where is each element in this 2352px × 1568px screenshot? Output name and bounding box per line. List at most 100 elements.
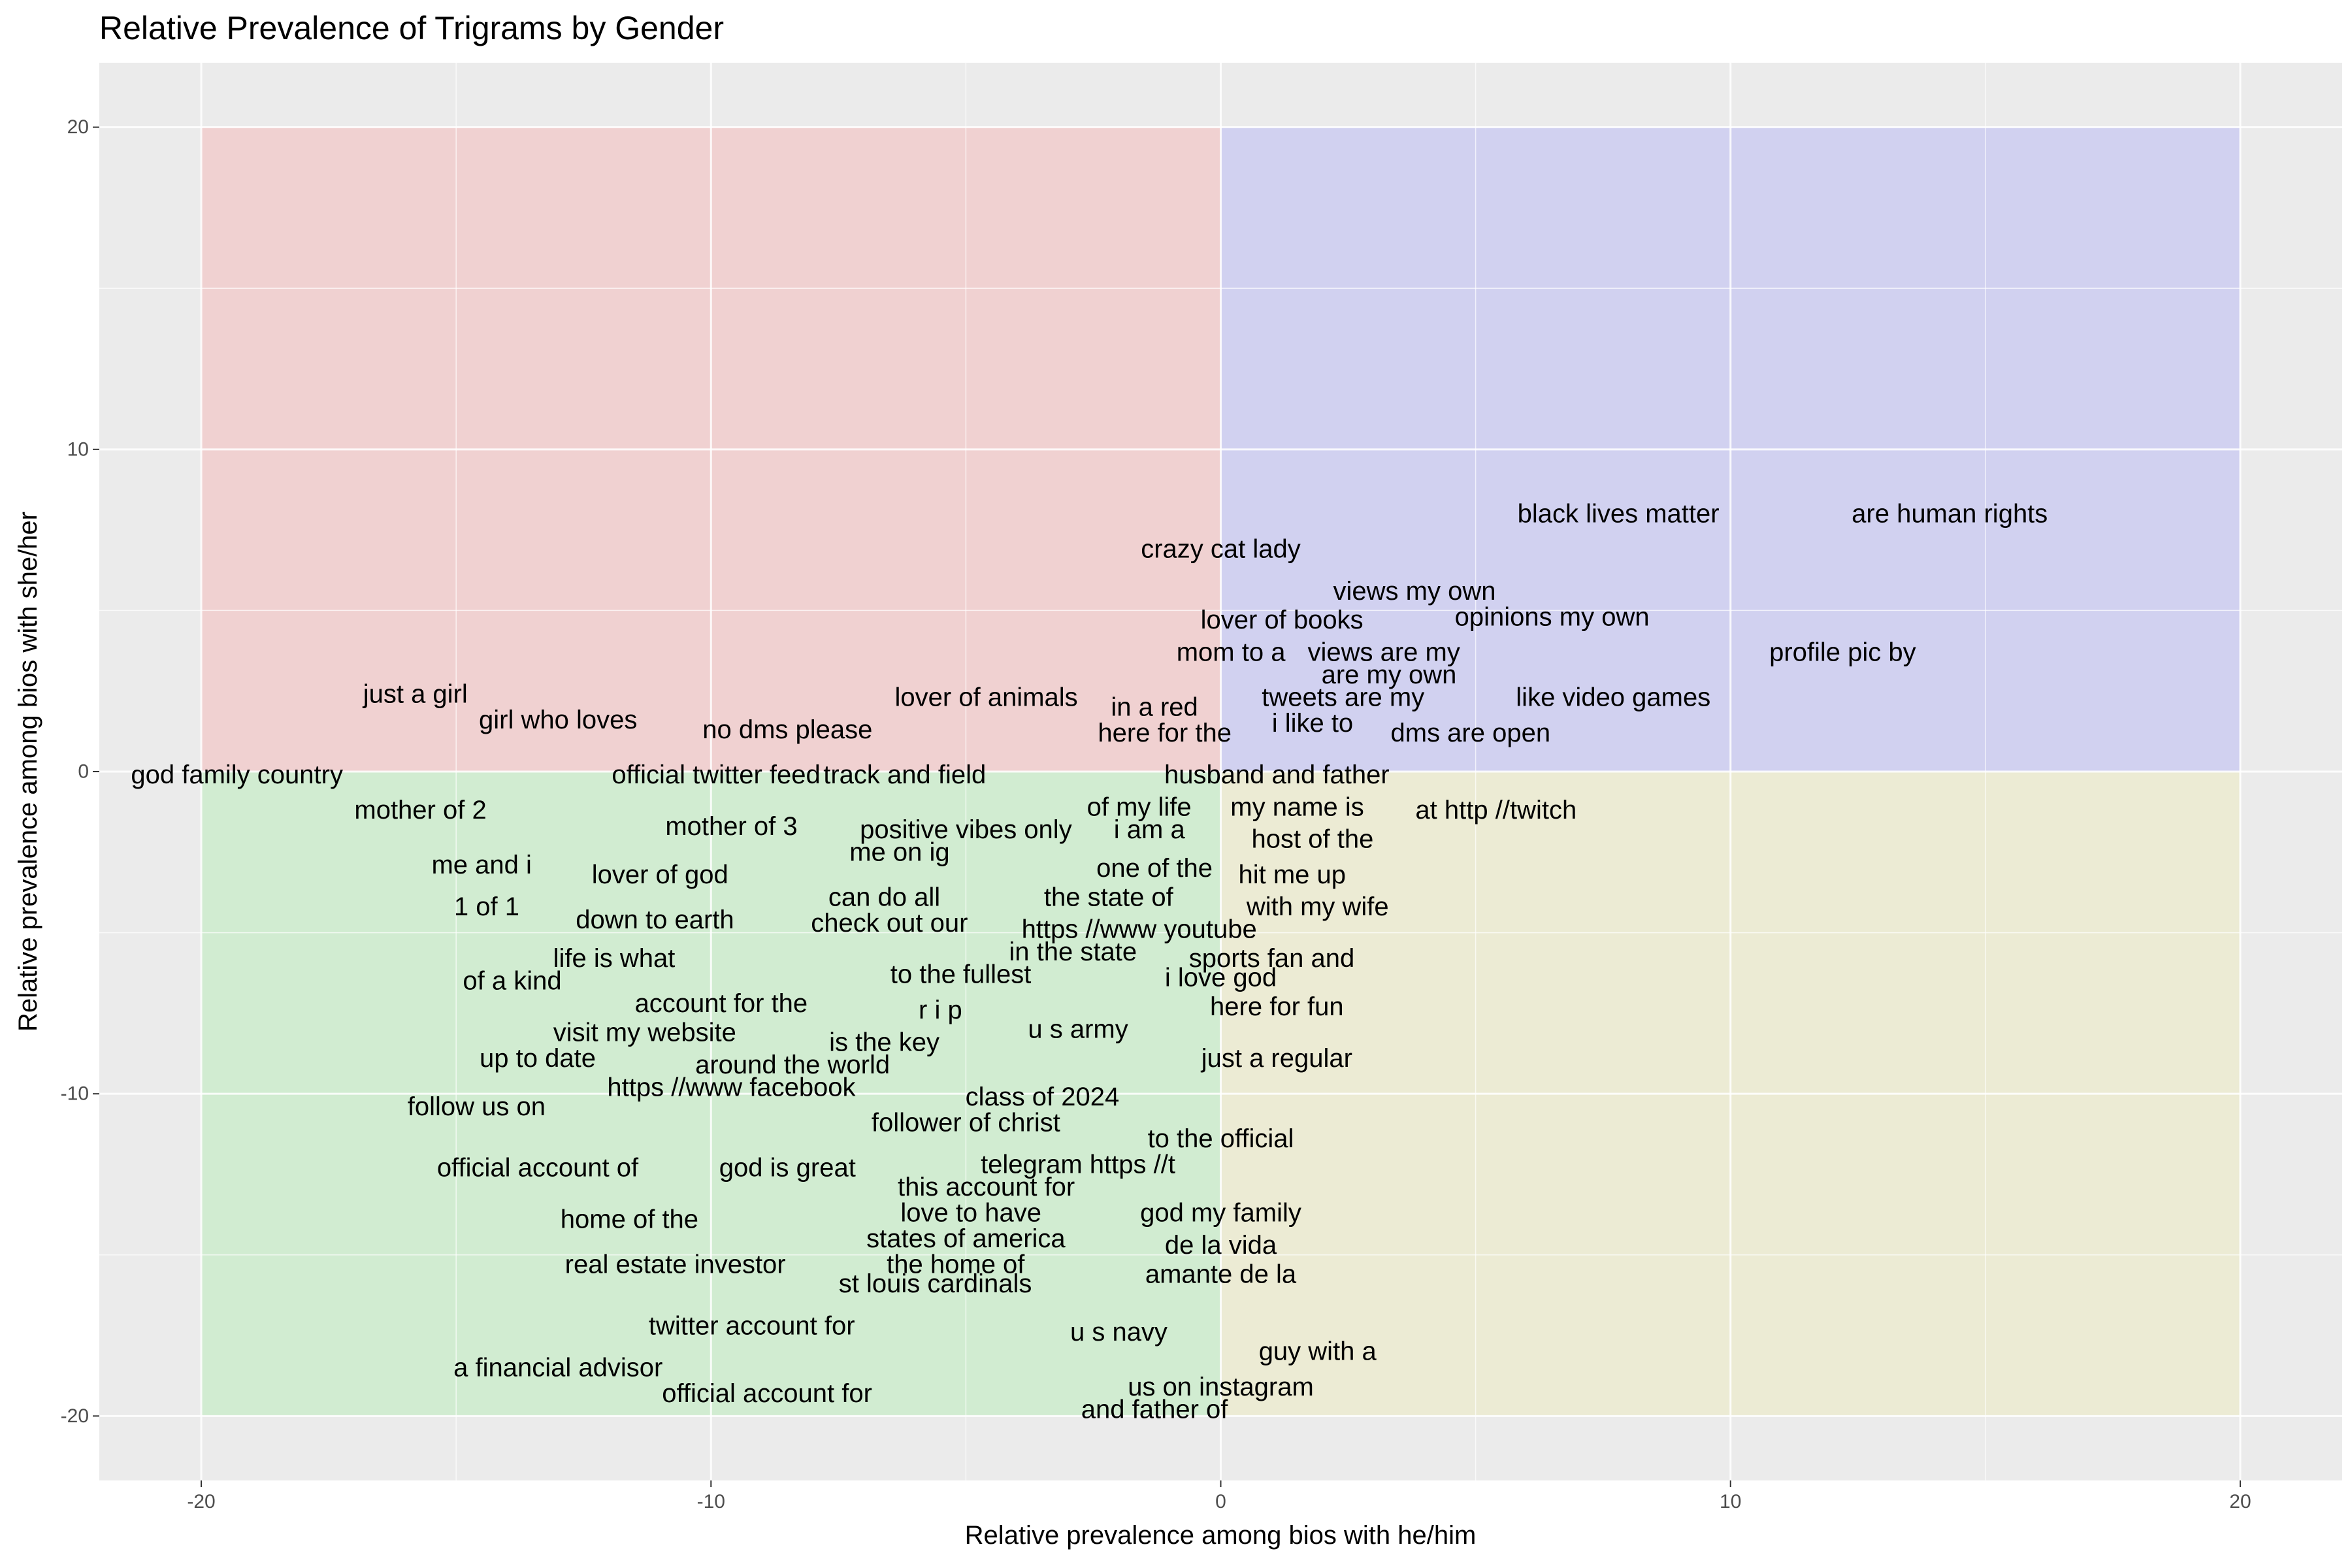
trigram-label: hit me up [1238, 860, 1346, 889]
trigram-label: https //www youtube [1022, 915, 1257, 944]
trigram-label: positive vibes only [860, 815, 1072, 844]
trigram-label: 1 of 1 [454, 892, 519, 921]
trigram-label: love to have [900, 1199, 1041, 1228]
trigram-label: down to earth [576, 906, 734, 934]
trigram-label: my name is [1230, 792, 1364, 821]
trigram-label: home of the [561, 1205, 698, 1234]
x-tick-label: 10 [1720, 1491, 1741, 1512]
trigram-label: dms are open [1391, 719, 1551, 747]
trigram-label: mother of 2 [354, 796, 486, 825]
trigram-label: st louis cardinals [839, 1269, 1032, 1298]
trigram-label: mother of 3 [665, 812, 797, 841]
trigram-label: is the key [829, 1028, 939, 1056]
trigram-label: up to date [480, 1044, 596, 1073]
trigram-label: god family country [131, 760, 343, 789]
trigram-label: guy with a [1259, 1337, 1377, 1366]
x-axis-title: Relative prevalence among bios with he/h… [965, 1521, 1477, 1550]
trigram-label: amante de la [1145, 1260, 1297, 1288]
trigram-label: god is great [719, 1154, 856, 1183]
trigram-label: the home of [887, 1250, 1025, 1279]
x-tick-label: 20 [2229, 1491, 2251, 1512]
y-tick-label: 20 [67, 116, 89, 138]
trigram-label: crazy cat lady [1141, 535, 1301, 564]
trigram-label: i love god [1165, 964, 1277, 992]
y-tick-label: -10 [61, 1083, 89, 1105]
trigram-label: the state of [1044, 883, 1174, 911]
trigram-label: u s army [1028, 1015, 1128, 1044]
trigram-label: are my own [1322, 661, 1457, 689]
trigram-label: at http //twitch [1415, 796, 1576, 825]
trigram-label: lover of books [1201, 606, 1364, 634]
trigram-label: real estate investor [565, 1250, 786, 1279]
x-tick-label: -20 [187, 1491, 215, 1512]
trigram-label: telegram https //t [981, 1151, 1175, 1179]
trigram-label: r i p [919, 996, 962, 1024]
trigram-label: views my own [1333, 577, 1496, 606]
trigram-label: of a kind [463, 967, 561, 996]
trigram-label: a financial advisor [453, 1353, 662, 1382]
trigram-label: me and i [431, 851, 531, 879]
trigram-label: https //www facebook [607, 1073, 856, 1102]
y-tick-label: -20 [61, 1405, 89, 1427]
chart-title: Relative Prevalence of Trigrams by Gende… [99, 10, 724, 46]
trigram-label: class of 2024 [966, 1083, 1120, 1111]
trigram-label: official twitter feed [612, 760, 820, 789]
trigram-label: opinions my own [1455, 602, 1650, 631]
trigram-label: and father of [1081, 1396, 1228, 1424]
y-axis: -20 -10 0 10 20 [61, 116, 99, 1427]
trigram-label: account for the [635, 989, 808, 1018]
trigram-label: states of america [866, 1224, 1066, 1253]
trigram-label: track and field [823, 760, 986, 789]
trigram-label: i like to [1272, 709, 1354, 738]
trigram-label: around the world [695, 1051, 890, 1079]
trigram-label: here for the [1098, 719, 1232, 747]
trigram-label: one of the [1096, 854, 1213, 883]
trigram-label: are human rights [1852, 499, 2048, 528]
trigram-label: this account for [898, 1173, 1075, 1201]
trigram-label: twitter account for [649, 1311, 855, 1340]
y-tick-label: 0 [78, 761, 89, 783]
trigram-label: can do all [828, 883, 940, 911]
trigram-label: to the official [1148, 1124, 1294, 1153]
trigram-label: here for fun [1210, 992, 1344, 1021]
trigram-label: follower of christ [872, 1109, 1060, 1137]
trigram-label: de la vida [1165, 1231, 1277, 1260]
trigram-labels: black lives matter are human rights crazy … [131, 499, 2048, 1424]
trigram-label: in a red [1111, 693, 1198, 721]
x-axis: -20 -10 0 10 20 [187, 1480, 2251, 1512]
trigram-label: follow us on [408, 1092, 546, 1121]
trigram-label: just a girl [363, 680, 468, 709]
trigram-label: check out our [811, 909, 968, 938]
trigram-label: no dms please [702, 715, 872, 744]
trigram-label: black lives matter [1518, 499, 1720, 528]
y-axis-title: Relative prevalence among bios with she/… [14, 512, 42, 1032]
trigram-label: host of the [1252, 825, 1374, 854]
trigram-label: mom to a [1177, 638, 1286, 667]
trigram-label: us on instagram [1128, 1373, 1314, 1401]
trigram-label: me on ig [849, 838, 949, 866]
trigram-label: tweets are my [1262, 683, 1424, 712]
trigram-label: just a regular [1201, 1044, 1352, 1073]
trigram-label: of my life [1087, 792, 1192, 821]
trigram-label: with my wife [1246, 892, 1389, 921]
x-tick-label: -10 [697, 1491, 725, 1512]
trigram-label: visit my website [553, 1018, 736, 1047]
y-tick-label: 10 [67, 438, 89, 460]
trigram-label: girl who loves [479, 706, 637, 734]
trigram-label: to the fullest [890, 960, 1032, 989]
trigram-label: official account for [662, 1379, 872, 1408]
trigram-label: god my family [1140, 1199, 1301, 1228]
trigram-label: in the state [1009, 938, 1137, 966]
trigram-label: life is what [553, 944, 676, 973]
major-gridlines [99, 63, 2342, 1480]
trigram-label: i am a [1114, 815, 1186, 844]
trigram-label: profile pic by [1769, 638, 1916, 667]
trigram-label: lover of god [592, 860, 728, 889]
trigram-label: official account of [437, 1154, 639, 1183]
x-tick-label: 0 [1215, 1491, 1226, 1512]
trigram-label: u s navy [1070, 1318, 1168, 1347]
trigram-label: lover of animals [895, 683, 1078, 712]
trigram-label: husband and father [1164, 760, 1390, 789]
trigram-label: views are my [1307, 638, 1460, 667]
